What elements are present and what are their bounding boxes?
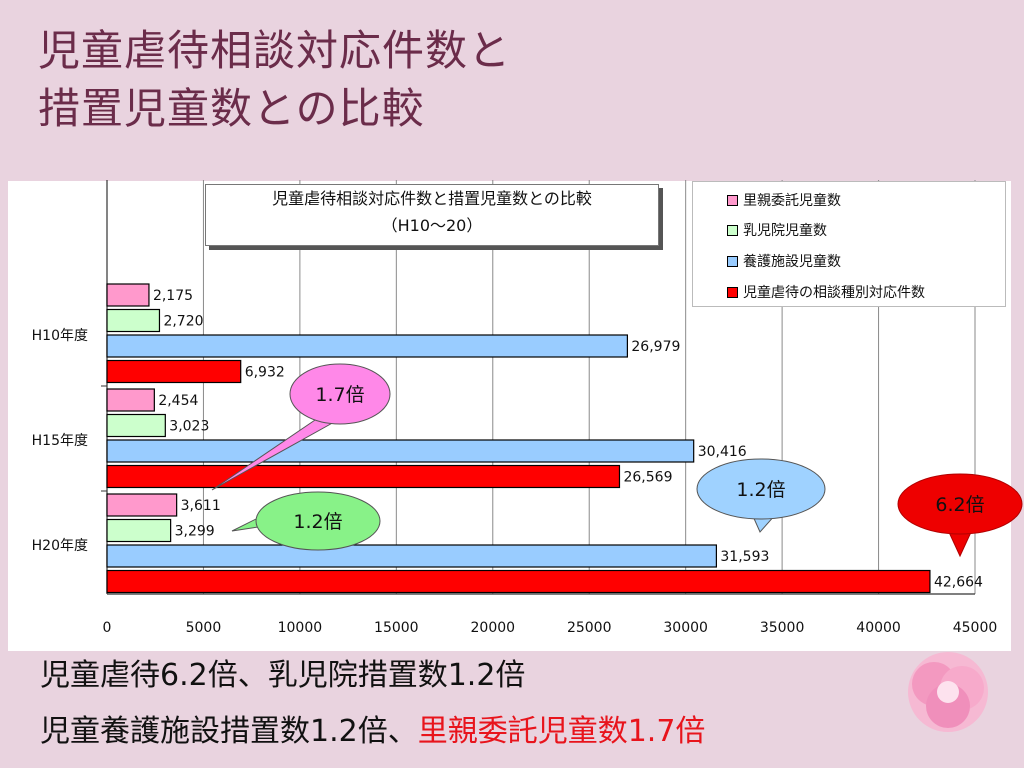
legend-item-care-facility: 養護施設児童数 xyxy=(727,251,841,271)
x-tick-label: 15000 xyxy=(374,620,419,636)
data-label: 3,023 xyxy=(169,419,209,435)
slide-title-line-2: 措置児童数との比較 xyxy=(38,84,425,133)
chart-legend: 里親委託児童数 乳児院児童数 養護施設児童数 児童虐待の相談種別対応件数 xyxy=(692,181,1006,307)
data-label: 42,664 xyxy=(934,575,983,591)
callout-label: 1.2倍 xyxy=(736,479,785,501)
summary-line-1: 児童虐待6.2倍、乳児院措置数1.2倍 xyxy=(40,658,526,693)
data-label: 3,611 xyxy=(181,498,221,514)
bar xyxy=(106,518,172,543)
legend-swatch xyxy=(727,224,738,236)
legend-label: 乳児院児童数 xyxy=(743,223,827,239)
x-tick-label: 20000 xyxy=(471,620,516,636)
data-label: 26,569 xyxy=(623,470,672,486)
category-label: H15年度 xyxy=(32,433,88,449)
bar xyxy=(106,413,166,438)
callout-bubble xyxy=(897,473,1023,535)
chart-title-box: 児童虐待相談対応件数と措置児童数との比較 （H10～20） xyxy=(205,184,659,246)
carnation-flower-decoration xyxy=(908,652,988,732)
chart-title: 児童虐待相談対応件数と措置児童数との比較 xyxy=(272,189,592,208)
x-tick-label: 30000 xyxy=(663,620,708,636)
callout-bubble xyxy=(289,363,391,425)
data-label: 26,979 xyxy=(631,339,680,355)
bar xyxy=(106,359,242,384)
chart-subtitle: （H10～20） xyxy=(381,216,483,235)
data-label: 30,416 xyxy=(698,444,747,460)
category-label: H10年度 xyxy=(32,328,88,344)
legend-item-abuse-cases: 児童虐待の相談種別対応件数 xyxy=(727,282,925,302)
x-tick-label: 5000 xyxy=(186,620,222,636)
callout-bubble xyxy=(696,458,826,520)
legend-swatch xyxy=(727,255,738,267)
slide-title-line-1: 児童虐待相談対応件数と xyxy=(38,26,512,75)
data-label: 3,299 xyxy=(175,524,215,540)
legend-label: 里親委託児童数 xyxy=(743,193,841,209)
slide-title: 児童虐待相談対応件数と 措置児童数との比較 xyxy=(38,22,511,138)
x-tick-label: 45000 xyxy=(953,620,998,636)
bar xyxy=(106,283,150,307)
callout-label: 1.7倍 xyxy=(315,384,364,406)
data-label: 2,454 xyxy=(158,393,198,409)
legend-item-infant-home: 乳児院児童数 xyxy=(727,220,827,240)
bar xyxy=(106,569,931,594)
bar xyxy=(106,308,161,333)
callout-bubble xyxy=(255,491,381,551)
x-tick-label: 40000 xyxy=(856,620,901,636)
x-tick-label: 0 xyxy=(103,620,112,636)
legend-label: 児童虐待の相談種別対応件数 xyxy=(743,285,925,301)
summary-line-2-plain: 児童養護施設措置数1.2倍、 xyxy=(40,714,418,749)
bar xyxy=(106,464,621,489)
callout-label: 6.2倍 xyxy=(935,494,984,516)
legend-label: 養護施設児童数 xyxy=(743,254,841,270)
legend-swatch xyxy=(727,194,738,206)
bar xyxy=(106,388,155,412)
data-label: 2,175 xyxy=(153,288,193,304)
data-label: 2,720 xyxy=(163,314,203,330)
x-tick-label: 35000 xyxy=(760,620,805,636)
data-label: 31,593 xyxy=(720,549,769,565)
callout-label: 1.2倍 xyxy=(293,511,342,533)
summary-line-2-highlight: 里親委託児童数1.7倍 xyxy=(417,714,706,749)
x-tick-label: 10000 xyxy=(278,620,323,636)
bar xyxy=(106,334,628,358)
legend-swatch xyxy=(727,286,738,298)
bar xyxy=(106,544,717,568)
legend-item-foster: 里親委託児童数 xyxy=(727,190,841,210)
summary-line-2: 児童養護施設措置数1.2倍、里親委託児童数1.7倍 xyxy=(40,712,705,752)
bar xyxy=(106,493,178,517)
category-label: H20年度 xyxy=(32,538,88,554)
x-tick-label: 25000 xyxy=(567,620,612,636)
bar xyxy=(106,439,695,463)
data-label: 6,932 xyxy=(245,365,285,381)
